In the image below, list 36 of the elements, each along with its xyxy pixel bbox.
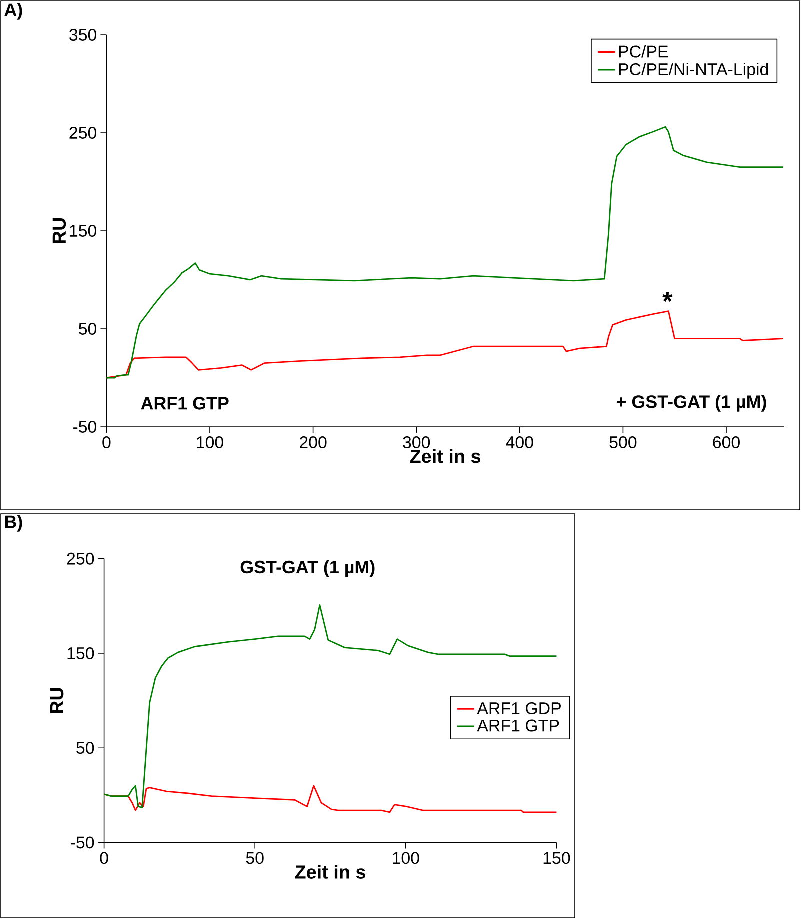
x-tick-label: 100 [393, 852, 420, 864]
x-axis-title: Zeit in s [295, 865, 366, 879]
legend-label: PC/PE [619, 45, 668, 58]
x-tick-label: 600 [713, 436, 740, 449]
y-tick-label: -50 [73, 421, 97, 433]
line-series [106, 310, 784, 379]
x-tick-label: 400 [506, 436, 534, 449]
x-tick-label: 100 [197, 436, 224, 449]
x-tick-label: 500 [610, 436, 637, 449]
x-tick-label: 50 [246, 852, 264, 864]
annotation: GST-GAT (1 µM) [240, 560, 375, 578]
x-tick-label: 150 [544, 852, 570, 864]
y-tick-label: 250 [67, 552, 94, 565]
annotation: ARF1 GTP [141, 397, 229, 410]
y-axis-title: RU [50, 688, 64, 714]
chart-title: B) [5, 515, 22, 532]
x-tick-label: 0 [102, 436, 111, 449]
y-tick-label: 150 [70, 225, 97, 237]
y-axis-title: RU [52, 218, 66, 244]
y-tick-label: 350 [70, 28, 97, 41]
legend-label: ARF1 GTP [477, 720, 560, 732]
y-tick-label: 250 [70, 126, 97, 139]
y-tick-label: 150 [68, 647, 94, 660]
x-tick-label: 0 [100, 852, 108, 864]
legend-label: ARF1 GDP [477, 702, 561, 715]
x-tick-label: 300 [403, 436, 430, 449]
annotation: * [662, 292, 673, 302]
x-tick-label: 200 [300, 436, 327, 449]
annotation: + GST-GAT (1 µM) [616, 395, 766, 412]
line-series [106, 126, 784, 379]
y-tick-label: 50 [76, 742, 94, 754]
y-tick-label: 50 [79, 323, 97, 335]
y-tick-label: -50 [71, 836, 94, 849]
x-axis-title: Zeit in s [410, 449, 481, 464]
chart-title: A) [4, 3, 22, 20]
legend-label: PC/PE/Ni-NTA-Lipid [619, 63, 768, 79]
